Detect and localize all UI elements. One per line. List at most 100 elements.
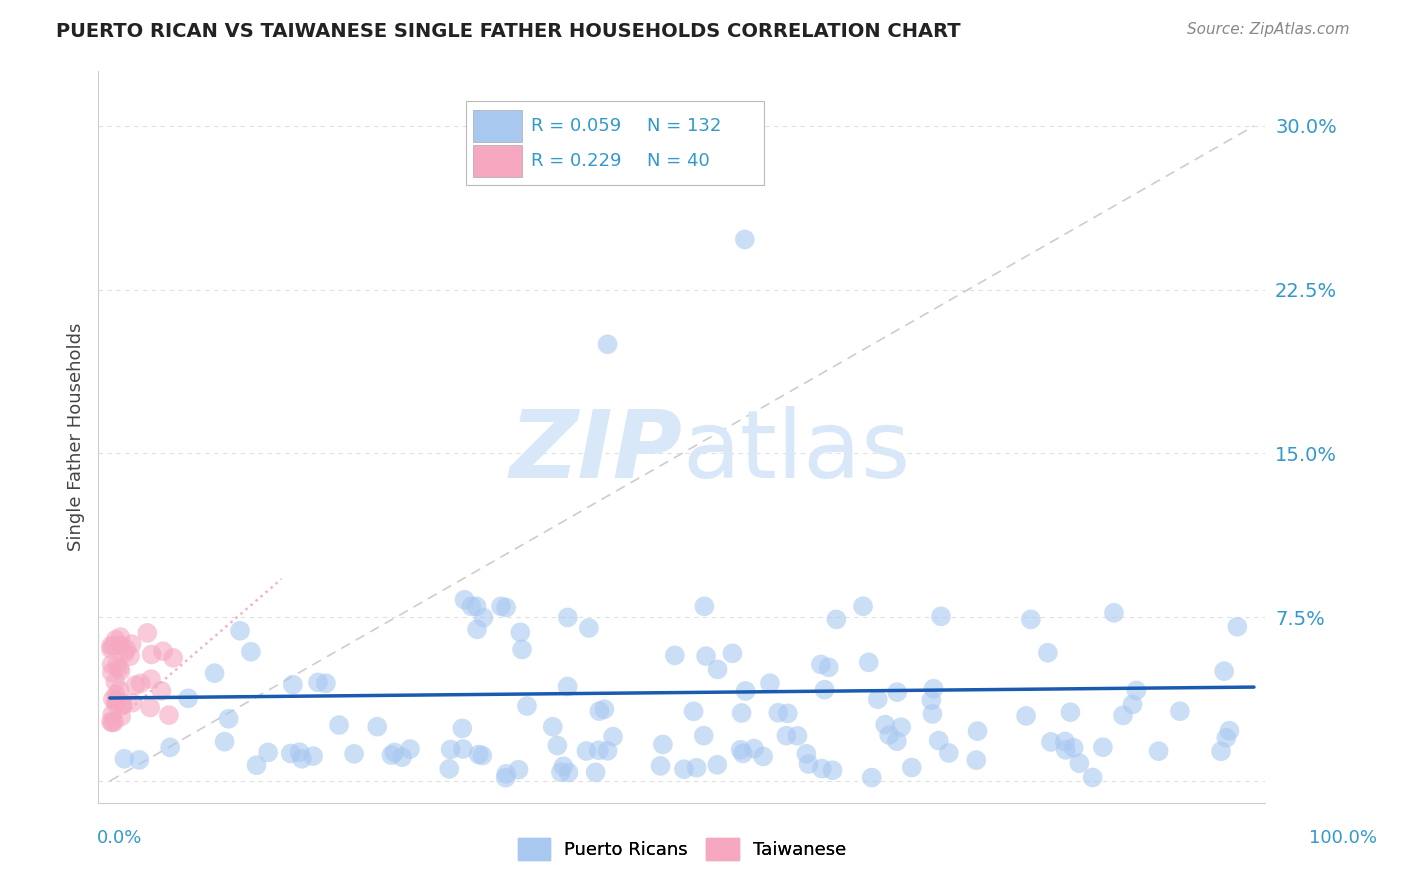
Point — [682, 704, 704, 718]
Point — [875, 717, 897, 731]
Point — [1059, 705, 1081, 719]
Point — [104, 698, 127, 712]
Point — [886, 734, 908, 748]
Point — [439, 762, 461, 776]
Point — [706, 662, 728, 676]
Point — [1147, 744, 1170, 758]
Point — [553, 759, 575, 773]
Point — [110, 639, 132, 653]
Point — [159, 740, 181, 755]
Point — [465, 599, 488, 614]
Text: atlas: atlas — [682, 406, 910, 498]
Point — [257, 745, 280, 759]
Point — [451, 722, 474, 736]
Point — [685, 761, 707, 775]
Point — [510, 642, 533, 657]
Point — [101, 665, 124, 680]
Point — [100, 642, 122, 657]
Point — [460, 599, 482, 614]
Point — [811, 762, 834, 776]
Point — [776, 706, 799, 721]
Point — [825, 612, 848, 626]
Point — [920, 693, 942, 707]
Point — [922, 681, 945, 696]
Point — [1054, 743, 1077, 757]
Point — [101, 692, 124, 706]
Point — [380, 748, 402, 763]
Point — [139, 672, 162, 686]
Point — [495, 771, 517, 785]
Point — [495, 600, 517, 615]
Point — [1125, 683, 1147, 698]
Point — [453, 592, 475, 607]
Point — [157, 708, 180, 723]
Point — [115, 642, 138, 657]
Text: N = 132: N = 132 — [647, 117, 721, 136]
Point — [1019, 612, 1042, 626]
Point — [1081, 771, 1104, 785]
Point — [664, 648, 686, 663]
Point — [508, 763, 530, 777]
Point — [1102, 606, 1125, 620]
Point — [550, 765, 572, 780]
Point — [100, 657, 122, 672]
Point — [900, 760, 922, 774]
Point — [111, 697, 134, 711]
Point — [124, 678, 146, 692]
Point — [858, 656, 880, 670]
Point — [852, 599, 875, 614]
Point — [152, 644, 174, 658]
Point — [734, 232, 756, 246]
Point — [557, 680, 579, 694]
Text: ZIP: ZIP — [509, 406, 682, 498]
Point — [890, 720, 912, 734]
Point — [575, 744, 598, 758]
Point — [651, 738, 673, 752]
Point — [821, 763, 844, 777]
Point — [101, 707, 124, 722]
Point — [1091, 740, 1114, 755]
Point — [105, 694, 128, 708]
Point — [343, 747, 366, 761]
Point — [465, 622, 488, 636]
Point — [742, 741, 765, 756]
Point — [768, 706, 790, 720]
Point — [245, 758, 267, 772]
Point — [1063, 740, 1085, 755]
Point — [1218, 723, 1240, 738]
Point — [281, 678, 304, 692]
Point — [1039, 735, 1062, 749]
Point — [730, 706, 752, 720]
Point — [965, 753, 987, 767]
Point — [105, 688, 128, 702]
Point — [489, 599, 512, 614]
Point — [104, 632, 127, 647]
Point — [588, 704, 610, 718]
Text: 0.0%: 0.0% — [97, 829, 142, 847]
Point — [302, 749, 325, 764]
Point — [928, 733, 950, 747]
Point — [966, 724, 988, 739]
Point — [929, 609, 952, 624]
Point — [877, 728, 900, 742]
Point — [366, 720, 388, 734]
Point — [307, 675, 329, 690]
Point — [105, 658, 128, 673]
Point — [121, 637, 143, 651]
Point — [1036, 646, 1059, 660]
Point — [239, 645, 262, 659]
Point — [813, 682, 835, 697]
Point — [817, 660, 839, 674]
Point — [860, 771, 883, 785]
Text: R = 0.229: R = 0.229 — [531, 153, 621, 170]
Point — [602, 730, 624, 744]
Point — [596, 337, 619, 351]
Point — [103, 639, 125, 653]
Point — [650, 759, 672, 773]
Point — [105, 693, 128, 707]
Point — [797, 756, 820, 771]
Point — [110, 630, 132, 644]
Y-axis label: Single Father Households: Single Father Households — [66, 323, 84, 551]
Point — [731, 747, 754, 761]
Point — [810, 657, 832, 672]
